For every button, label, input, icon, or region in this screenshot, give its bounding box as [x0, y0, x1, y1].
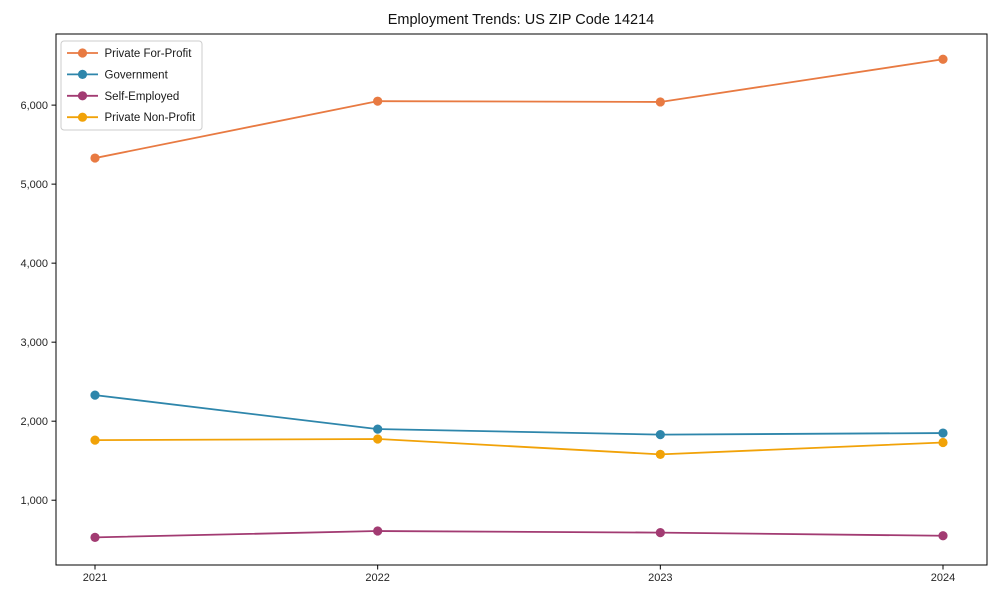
legend-item: Self-Employed — [67, 91, 179, 103]
data-point-marker — [655, 528, 665, 538]
y-tick-label: 4,000 — [20, 258, 48, 270]
series-self-employed — [90, 526, 948, 542]
data-point-marker — [938, 531, 948, 541]
x-tick-label: 2022 — [365, 572, 389, 584]
legend-label: Self-Employed — [105, 91, 180, 103]
data-point-marker — [90, 153, 100, 163]
chart-title: Employment Trends: US ZIP Code 14214 — [388, 12, 655, 28]
plot-frame — [55, 33, 988, 566]
legend-marker — [77, 91, 88, 101]
data-point-marker — [373, 526, 383, 536]
legend-label: Private For-Profit — [105, 48, 193, 60]
series-private-for-profit — [90, 54, 948, 163]
data-point-marker — [373, 96, 383, 106]
data-point-marker — [655, 449, 665, 459]
x-tick-label: 2021 — [83, 572, 107, 584]
legend-label: Government — [105, 69, 169, 81]
data-point-marker — [373, 434, 383, 444]
series-layer — [90, 54, 948, 542]
series-line — [94, 394, 944, 436]
legend-item: Private For-Profit — [67, 48, 192, 60]
legend-box — [60, 40, 203, 131]
legend-label: Private Non-Profit — [105, 112, 197, 124]
series-private-non-profit — [90, 434, 948, 459]
y-tick-label: 1,000 — [20, 495, 48, 507]
legend-item: Private Non-Profit — [67, 112, 196, 124]
legend: Private For-Profit Government Self-Employe… — [60, 40, 203, 131]
data-point-marker — [90, 435, 100, 445]
legend-marker — [77, 48, 88, 58]
y-tick-label: 3,000 — [20, 337, 48, 349]
legend-marker — [77, 112, 88, 122]
y-tick-label: 5,000 — [20, 179, 48, 191]
data-point-marker — [938, 428, 948, 438]
series-line — [94, 58, 944, 159]
data-point-marker — [655, 430, 665, 440]
series-line — [94, 438, 944, 456]
x-tick-label: 2023 — [648, 572, 672, 584]
legend-item: Government — [67, 69, 169, 81]
data-point-marker — [938, 54, 948, 64]
data-point-marker — [938, 437, 948, 448]
data-point-marker — [90, 390, 100, 400]
x-tick-label: 2024 — [931, 572, 955, 584]
axes-layer: 1,000 2,000 3,000 4,000 5,000 6,000 2021 2022 20… — [20, 33, 988, 584]
data-point-marker — [90, 532, 100, 542]
series-government — [90, 390, 948, 440]
data-point-marker — [373, 424, 383, 434]
data-point-marker — [655, 97, 665, 107]
legend-marker — [77, 69, 88, 79]
y-tick-label: 6,000 — [20, 100, 48, 112]
series-line — [94, 530, 944, 539]
y-tick-label: 2,000 — [20, 416, 48, 428]
